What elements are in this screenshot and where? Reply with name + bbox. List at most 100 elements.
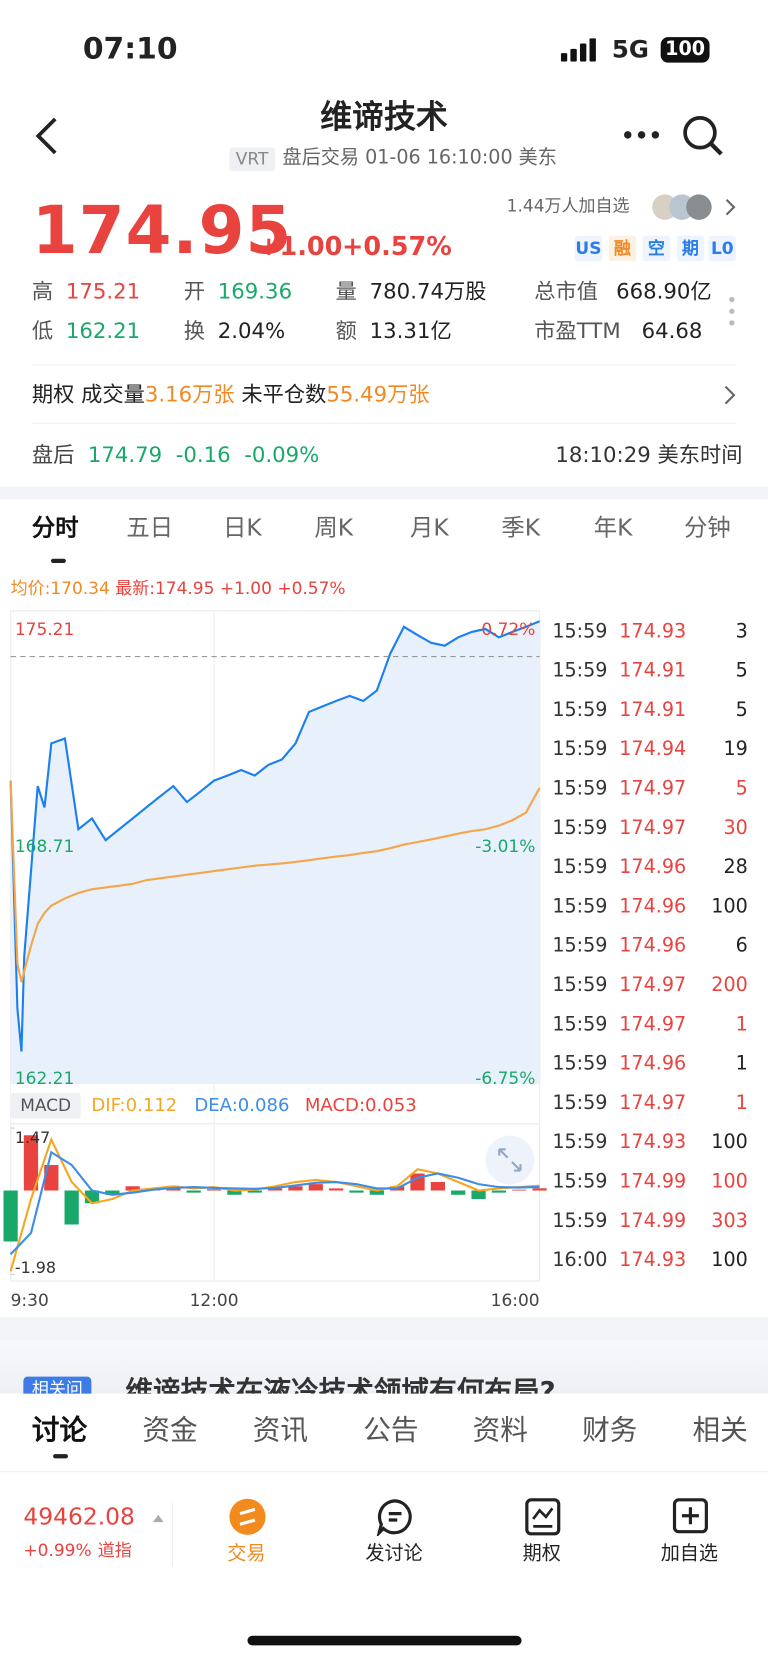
content-tab[interactable]: 资讯 [252, 1414, 309, 1447]
after-hours-time: 18:10:29 美东时间 [555, 441, 743, 468]
content-tab[interactable]: 公告 [363, 1414, 419, 1447]
more-dots[interactable] [727, 295, 738, 327]
back-button[interactable] [32, 115, 64, 157]
trade-time: 15:59 [552, 934, 608, 958]
trade-price: 174.91 [619, 659, 687, 682]
news-banner[interactable]: 相关问 维谛技术在液冷技术领域有何布局? [0, 1340, 768, 1394]
trade-time: 15:59 [552, 1052, 608, 1075]
divider [31, 364, 737, 366]
chart-tab[interactable]: 日K [223, 515, 262, 542]
stat-label: 高 [31, 278, 54, 304]
stat-label: 额 [335, 317, 357, 344]
chart-tab[interactable]: 周K [314, 515, 354, 542]
chart-tab[interactable]: 季K [501, 515, 541, 542]
more-button[interactable] [622, 127, 660, 142]
bottom-button[interactable]: 加自选 [660, 1542, 719, 1565]
content-tab[interactable]: 相关 [692, 1414, 748, 1447]
price-change-pct: +0.57% [342, 231, 452, 262]
dif-line [9, 1136, 540, 1272]
trade-time: 15:59 [552, 1013, 608, 1036]
macd-tick-label: -1.98 [15, 1258, 56, 1277]
macd-bar [471, 1190, 486, 1200]
quote-tag: 融 [608, 235, 637, 262]
chart-tab[interactable]: 分时 [31, 515, 79, 542]
macd-value: MACD:0.053 [305, 1095, 417, 1116]
macd-bar [451, 1190, 466, 1195]
chart-tab[interactable]: 分钟 [684, 515, 731, 542]
macd-bar [532, 1188, 547, 1191]
last-price: 174.95 [31, 191, 293, 269]
discuss-icon [376, 1499, 412, 1536]
chart-tab[interactable]: 年K [593, 515, 633, 542]
content-tab[interactable]: 讨论 [31, 1414, 88, 1447]
y-tick-label: 162.21 [15, 1069, 74, 1089]
trade-volume: 6 [735, 934, 748, 958]
trade-time: 15:59 [552, 1131, 608, 1154]
chart-tab[interactable]: 月K [410, 515, 449, 542]
quote-tag: 空 [642, 235, 671, 262]
trade-volume: 200 [711, 974, 748, 997]
quote-tag: 期 [676, 235, 705, 262]
trade-price: 174.93 [619, 1131, 687, 1154]
content-tab[interactable]: 财务 [582, 1414, 638, 1447]
content-tab[interactable]: 资金 [142, 1414, 198, 1447]
macd-bar [44, 1165, 59, 1191]
after-hours-row: 盘后 174.79 -0.16 -0.09% [32, 444, 319, 465]
bottom-button[interactable]: 发讨论 [365, 1542, 423, 1565]
options-row[interactable]: 期权 成交量3.16万张 未平仓数55.49万张 [32, 383, 430, 404]
y2-tick-label: -6.75% [475, 1069, 535, 1089]
trade-time: 15:59 [552, 1209, 608, 1233]
trade-time: 15:59 [552, 816, 608, 840]
stat-label: 开 [183, 278, 206, 304]
separator [0, 486, 768, 500]
stat-value: 2.04% [217, 317, 286, 344]
network: 5G [611, 36, 649, 64]
avatars[interactable] [650, 192, 741, 222]
x-tick-label: 16:00 [491, 1291, 540, 1311]
index-change: +0.99% [23, 1540, 92, 1561]
macd-bar [308, 1184, 323, 1191]
macd-label: MACD [20, 1096, 71, 1116]
index-value[interactable]: 49462.08 [23, 1504, 135, 1531]
trade-volume: 1 [735, 1091, 748, 1115]
separator [0, 1317, 768, 1341]
stat-value: 668.90亿 [616, 278, 712, 304]
macd-bar [227, 1190, 242, 1195]
trade-volume: 30 [723, 816, 748, 840]
bottom-button[interactable]: 交易 [227, 1542, 266, 1565]
expand-button[interactable] [484, 1134, 535, 1185]
options-volume-label: 成交量 [81, 381, 145, 407]
trade-time: 15:59 [552, 620, 608, 643]
after-hours-price: 174.79 [87, 441, 163, 468]
options-label: 期权 [31, 381, 75, 407]
macd-bar [186, 1190, 201, 1193]
chevron [724, 385, 736, 405]
trade-icon [229, 1498, 266, 1535]
macd-bar [349, 1190, 364, 1193]
divider [172, 1503, 174, 1567]
trade-volume: 5 [735, 777, 748, 800]
trade-price: 174.94 [619, 738, 687, 761]
options-oi: 55.49万张 [326, 381, 430, 407]
search-button[interactable] [682, 115, 727, 160]
trade-price: 174.96 [619, 856, 687, 879]
trade-volume: 1 [735, 1052, 748, 1075]
trade-volume: 100 [711, 1131, 748, 1154]
trade-volume: 28 [723, 856, 748, 879]
ticker: VRT [229, 147, 275, 172]
content-tab[interactable]: 资料 [472, 1414, 528, 1447]
trade-price: 174.97 [619, 974, 687, 997]
trade-time: 15:59 [552, 1091, 608, 1115]
macd-bar [206, 1189, 222, 1191]
macd-label-bg [10, 1093, 81, 1119]
chart-tab[interactable]: 五日 [126, 515, 174, 542]
x-tick-label: 12:00 [190, 1291, 239, 1311]
trade-volume: 100 [711, 895, 748, 918]
trade-price: 174.97 [619, 1013, 687, 1036]
options-volume: 3.16万张 [144, 381, 235, 407]
macd-bar [329, 1188, 344, 1191]
bottom-button[interactable]: 期权 [522, 1542, 561, 1565]
trade-volume: 5 [735, 659, 748, 682]
stat-value: 64.68 [641, 317, 703, 344]
